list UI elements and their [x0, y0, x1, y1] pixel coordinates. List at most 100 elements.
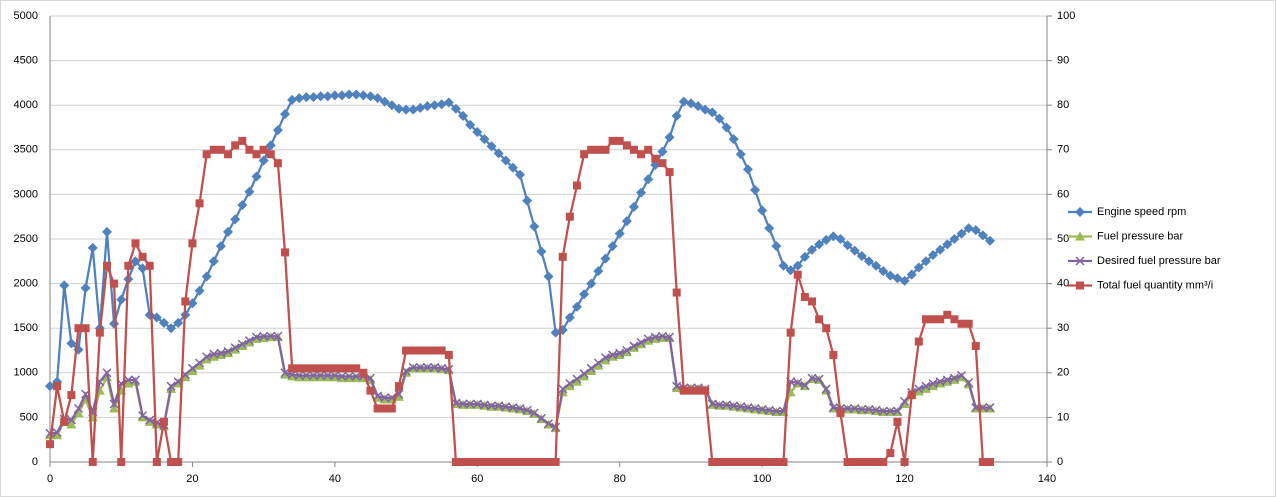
point	[409, 346, 418, 355]
point	[124, 261, 133, 270]
point	[579, 289, 590, 300]
point	[430, 346, 439, 355]
point	[437, 363, 447, 373]
point	[508, 403, 518, 413]
point	[145, 415, 155, 425]
point	[622, 141, 631, 150]
point	[572, 181, 581, 190]
point	[949, 234, 960, 244]
point	[600, 355, 611, 365]
point	[564, 312, 575, 323]
point	[344, 371, 354, 381]
point	[757, 205, 768, 216]
point	[835, 234, 846, 244]
point	[714, 400, 724, 410]
point	[294, 370, 304, 381]
point	[337, 371, 347, 381]
point	[815, 315, 824, 324]
point	[167, 458, 176, 466]
point	[628, 201, 639, 212]
point	[658, 159, 667, 168]
point	[765, 458, 774, 466]
point	[80, 283, 91, 294]
point	[736, 458, 745, 466]
point	[571, 301, 582, 312]
point	[472, 126, 483, 137]
point	[522, 405, 532, 415]
point	[416, 346, 425, 355]
point	[964, 378, 974, 388]
x-tick-label: 60	[471, 473, 483, 485]
point	[742, 164, 753, 175]
point	[792, 260, 803, 271]
point	[402, 346, 411, 355]
point	[507, 162, 518, 173]
point	[814, 239, 825, 250]
point	[657, 146, 668, 157]
point	[174, 458, 183, 466]
point	[208, 256, 219, 267]
point	[195, 358, 205, 368]
point	[309, 364, 318, 373]
point	[571, 376, 582, 386]
point	[621, 216, 632, 227]
point	[493, 148, 504, 159]
y-tick-label: 2000	[14, 278, 38, 290]
legend-label: Engine speed rpm	[1097, 206, 1186, 218]
point	[799, 251, 810, 262]
point	[935, 377, 945, 387]
point	[202, 150, 211, 159]
point	[422, 362, 432, 372]
point	[614, 228, 625, 239]
point	[201, 354, 212, 364]
point	[536, 246, 547, 257]
point	[986, 458, 995, 466]
point	[230, 343, 240, 353]
point	[308, 370, 319, 381]
point	[280, 109, 291, 120]
point	[701, 386, 710, 395]
y2-tick-label: 50	[1057, 233, 1069, 245]
point	[636, 337, 646, 348]
y2-tick-label: 80	[1057, 99, 1069, 111]
y2-tick-label: 10	[1057, 411, 1069, 423]
point	[543, 419, 554, 429]
point	[807, 297, 816, 306]
point	[850, 458, 859, 466]
point	[45, 381, 55, 392]
point	[223, 226, 234, 237]
point	[864, 404, 874, 414]
point	[451, 458, 460, 466]
point	[600, 353, 611, 363]
point	[751, 458, 760, 466]
point	[288, 364, 297, 373]
y-tick-label: 2500	[14, 233, 38, 245]
point	[265, 140, 276, 151]
point	[159, 417, 168, 426]
point	[187, 366, 198, 376]
point	[637, 150, 646, 159]
point	[294, 93, 305, 104]
point	[743, 403, 753, 413]
y-tick-label: 3000	[14, 188, 38, 200]
point	[615, 136, 624, 145]
point	[900, 458, 909, 466]
point	[936, 315, 945, 324]
point	[272, 125, 283, 136]
point	[607, 241, 618, 252]
point	[565, 378, 575, 389]
point	[615, 348, 625, 358]
point	[429, 100, 440, 111]
point	[301, 370, 311, 381]
point	[771, 241, 782, 252]
y-tick-label: 4000	[14, 99, 38, 111]
point	[842, 240, 853, 251]
point	[473, 458, 482, 466]
point	[872, 458, 881, 466]
point	[330, 364, 339, 373]
point	[828, 403, 838, 413]
point	[708, 458, 717, 466]
point	[123, 375, 133, 385]
